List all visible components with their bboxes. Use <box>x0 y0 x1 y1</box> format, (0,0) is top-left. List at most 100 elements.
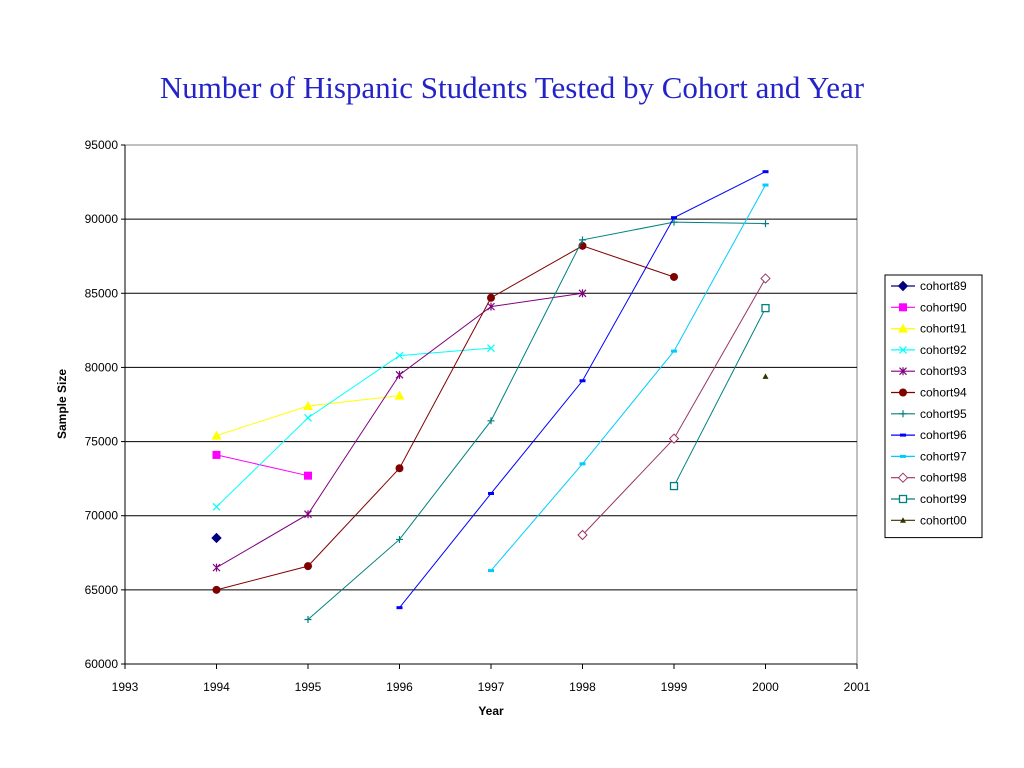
data-point-cohort94 <box>304 562 312 571</box>
data-point-cohort95 <box>304 616 312 624</box>
legend-label: cohort93 <box>920 364 967 378</box>
data-point-cohort95 <box>762 220 769 228</box>
data-point-cohort97 <box>488 569 494 573</box>
legend-label: cohort92 <box>920 343 967 357</box>
data-point-cohort94 <box>395 464 404 473</box>
legend-item-cohort95: cohort95 <box>891 407 967 421</box>
legend-item-cohort92: cohort92 <box>891 343 967 357</box>
x-tick-label: 2000 <box>752 680 779 694</box>
legend-swatch-marker <box>900 433 906 437</box>
series-line-cohort95 <box>307 221 766 620</box>
data-point-cohort98 <box>760 273 771 284</box>
data-point-cohort96 <box>488 491 494 495</box>
data-point-cohort00 <box>762 373 769 379</box>
legend-swatch-marker <box>899 388 907 397</box>
plot-area: 60000 65000 70000 75000 80000 85000 90000 95000… <box>85 138 871 694</box>
legend-label: cohort99 <box>920 492 967 506</box>
legend-swatch-marker <box>898 323 908 333</box>
series-cohort92 <box>212 344 495 511</box>
legend-item-cohort99: cohort99 <box>891 492 967 506</box>
legend-label: cohort91 <box>920 322 967 336</box>
data-point-cohort93 <box>578 289 587 298</box>
legend: cohort89 cohort90 cohort91 cohort92 cohort93… <box>884 274 983 539</box>
legend-swatch-marker <box>899 410 907 418</box>
x-tick-label: 1996 <box>386 680 413 694</box>
data-point-cohort92 <box>212 502 221 511</box>
series-cohort00 <box>762 373 769 379</box>
y-tick-label: 80000 <box>85 360 119 374</box>
series-line-cohort92 <box>216 347 492 508</box>
legend-swatch-marker <box>900 454 906 458</box>
data-point-cohort91 <box>394 390 405 400</box>
y-tick-label: 90000 <box>85 212 119 226</box>
series-line-cohort99 <box>673 307 766 487</box>
plot-frame <box>124 144 858 665</box>
data-point-cohort93 <box>395 370 404 379</box>
series-cohort93 <box>212 289 587 572</box>
series-cohort89 <box>211 532 222 544</box>
y-axis-title: Sample Size <box>55 369 69 439</box>
x-tick-label: 1997 <box>478 680 505 694</box>
data-point-cohort94 <box>670 272 678 281</box>
series-cohort95 <box>304 218 769 624</box>
legend-label: cohort97 <box>920 449 967 463</box>
legend-swatch-marker <box>899 303 907 312</box>
legend-label: cohort96 <box>920 428 967 442</box>
series-cohort98 <box>577 273 771 541</box>
data-point-cohort96 <box>671 216 677 220</box>
data-point-cohort95 <box>396 535 403 543</box>
legend-swatch-marker <box>899 345 907 354</box>
legend-item-cohort93: cohort93 <box>891 364 967 378</box>
legend-swatch-marker <box>899 367 907 376</box>
data-point-cohort96 <box>579 379 586 383</box>
legend-item-cohort98: cohort98 <box>891 471 967 485</box>
legend-label: cohort90 <box>920 300 967 314</box>
data-point-cohort90 <box>304 471 312 480</box>
legend-label: cohort98 <box>920 471 967 485</box>
data-point-cohort99 <box>669 481 679 491</box>
series-cohort91 <box>211 390 405 440</box>
series-cohort99 <box>669 303 770 491</box>
legend-swatch-marker <box>900 517 906 523</box>
y-tick-label: 85000 <box>85 286 119 300</box>
data-point-cohort95 <box>487 417 495 425</box>
data-point-cohort92 <box>395 351 404 360</box>
data-point-cohort93 <box>304 510 312 519</box>
data-point-cohort98 <box>668 433 680 444</box>
y-tick-label: 70000 <box>85 509 119 523</box>
legend-swatch-marker <box>897 280 909 292</box>
series-line-cohort97 <box>490 184 766 571</box>
data-point-cohort97 <box>762 183 769 187</box>
x-tick-label: 1993 <box>112 680 139 694</box>
legend-swatch-marker <box>897 472 909 483</box>
data-point-cohort94 <box>487 293 495 302</box>
legend-item-cohort97: cohort97 <box>891 449 967 463</box>
legend-item-cohort00: cohort00 <box>891 513 967 527</box>
legend-item-cohort94: cohort94 <box>891 386 967 400</box>
x-tick-label: 1998 <box>569 680 596 694</box>
series-cohort94 <box>212 241 678 594</box>
legend-swatch-marker <box>898 494 908 504</box>
legend-label: cohort89 <box>920 279 967 293</box>
series-cohort96 <box>396 170 769 610</box>
data-point-cohort93 <box>487 302 495 311</box>
series-cohort97 <box>488 183 769 573</box>
x-tick-label: 2001 <box>844 680 871 694</box>
series-cohort90 <box>212 450 312 480</box>
data-point-cohort98 <box>577 529 588 541</box>
slide-title: Number of Hispanic Students Tested by Co… <box>159 70 865 105</box>
data-point-cohort97 <box>579 462 586 466</box>
data-point-cohort89 <box>211 532 222 544</box>
data-point-cohort90 <box>212 450 221 459</box>
y-tick-label: 60000 <box>85 657 119 671</box>
legend-box <box>884 274 983 539</box>
data-point-cohort95 <box>579 236 586 244</box>
y-tick-label: 65000 <box>85 583 119 597</box>
legend-item-cohort90: cohort90 <box>891 300 967 314</box>
x-tick-label: 1994 <box>203 680 230 694</box>
legend-item-cohort96: cohort96 <box>891 428 967 442</box>
legend-item-cohort89: cohort89 <box>891 279 967 293</box>
series-line-cohort90 <box>216 454 309 477</box>
data-point-cohort94 <box>212 585 221 594</box>
